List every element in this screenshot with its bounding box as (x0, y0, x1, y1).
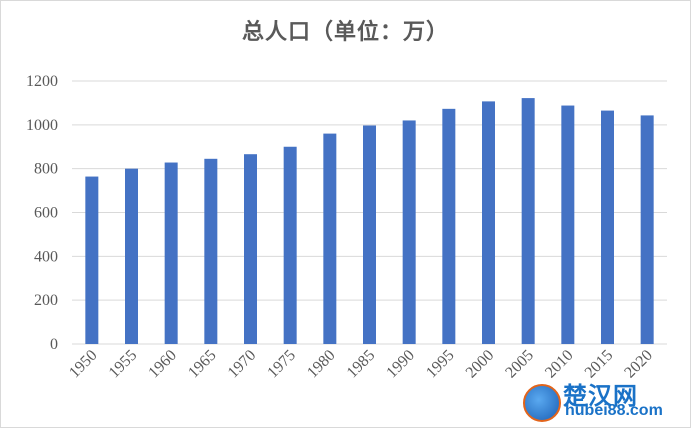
bar (244, 154, 257, 344)
bar (402, 120, 416, 344)
bar (601, 110, 614, 345)
bar (640, 115, 654, 344)
x-tick-label: 1985 (344, 347, 379, 382)
x-tick-label: 1980 (304, 347, 339, 382)
chart-title: 总人口（单位：万） (241, 19, 449, 45)
y-tick-label: 200 (34, 292, 58, 309)
bar (482, 101, 495, 344)
bar (521, 98, 535, 344)
x-tick-label: 2005 (502, 347, 537, 382)
y-tick-label: 400 (34, 248, 58, 265)
y-tick-label: 600 (34, 205, 58, 222)
y-tick-label: 1200 (26, 73, 58, 90)
y-tick-label: 1000 (26, 117, 58, 134)
globe-logo-icon (523, 384, 561, 422)
y-tick-label: 800 (34, 161, 58, 178)
x-tick-label: 1955 (106, 347, 141, 382)
bar (85, 176, 99, 344)
x-tick-label: 1960 (145, 347, 180, 382)
bar (561, 105, 575, 345)
bar (283, 146, 297, 344)
watermark-name: 楚汉网 (563, 382, 638, 410)
bar (125, 168, 138, 344)
bar (442, 108, 456, 344)
x-tick-label: 1975 (264, 347, 299, 382)
x-tick-label: 1970 (225, 347, 260, 382)
y-tick-label: 0 (50, 336, 58, 353)
bar (363, 125, 376, 344)
x-tick-label: 1965 (185, 347, 220, 382)
bar (323, 133, 337, 344)
x-tick-label: 1990 (383, 347, 418, 382)
bar (204, 158, 218, 344)
x-tick-label: 1995 (423, 347, 458, 382)
watermark: 楚汉网 hubei88.com (523, 378, 683, 422)
x-tick-label: 1950 (66, 347, 101, 382)
x-tick-label: 2000 (463, 347, 498, 382)
watermark-domain: hubei88.com (565, 402, 663, 419)
bar (164, 162, 178, 344)
